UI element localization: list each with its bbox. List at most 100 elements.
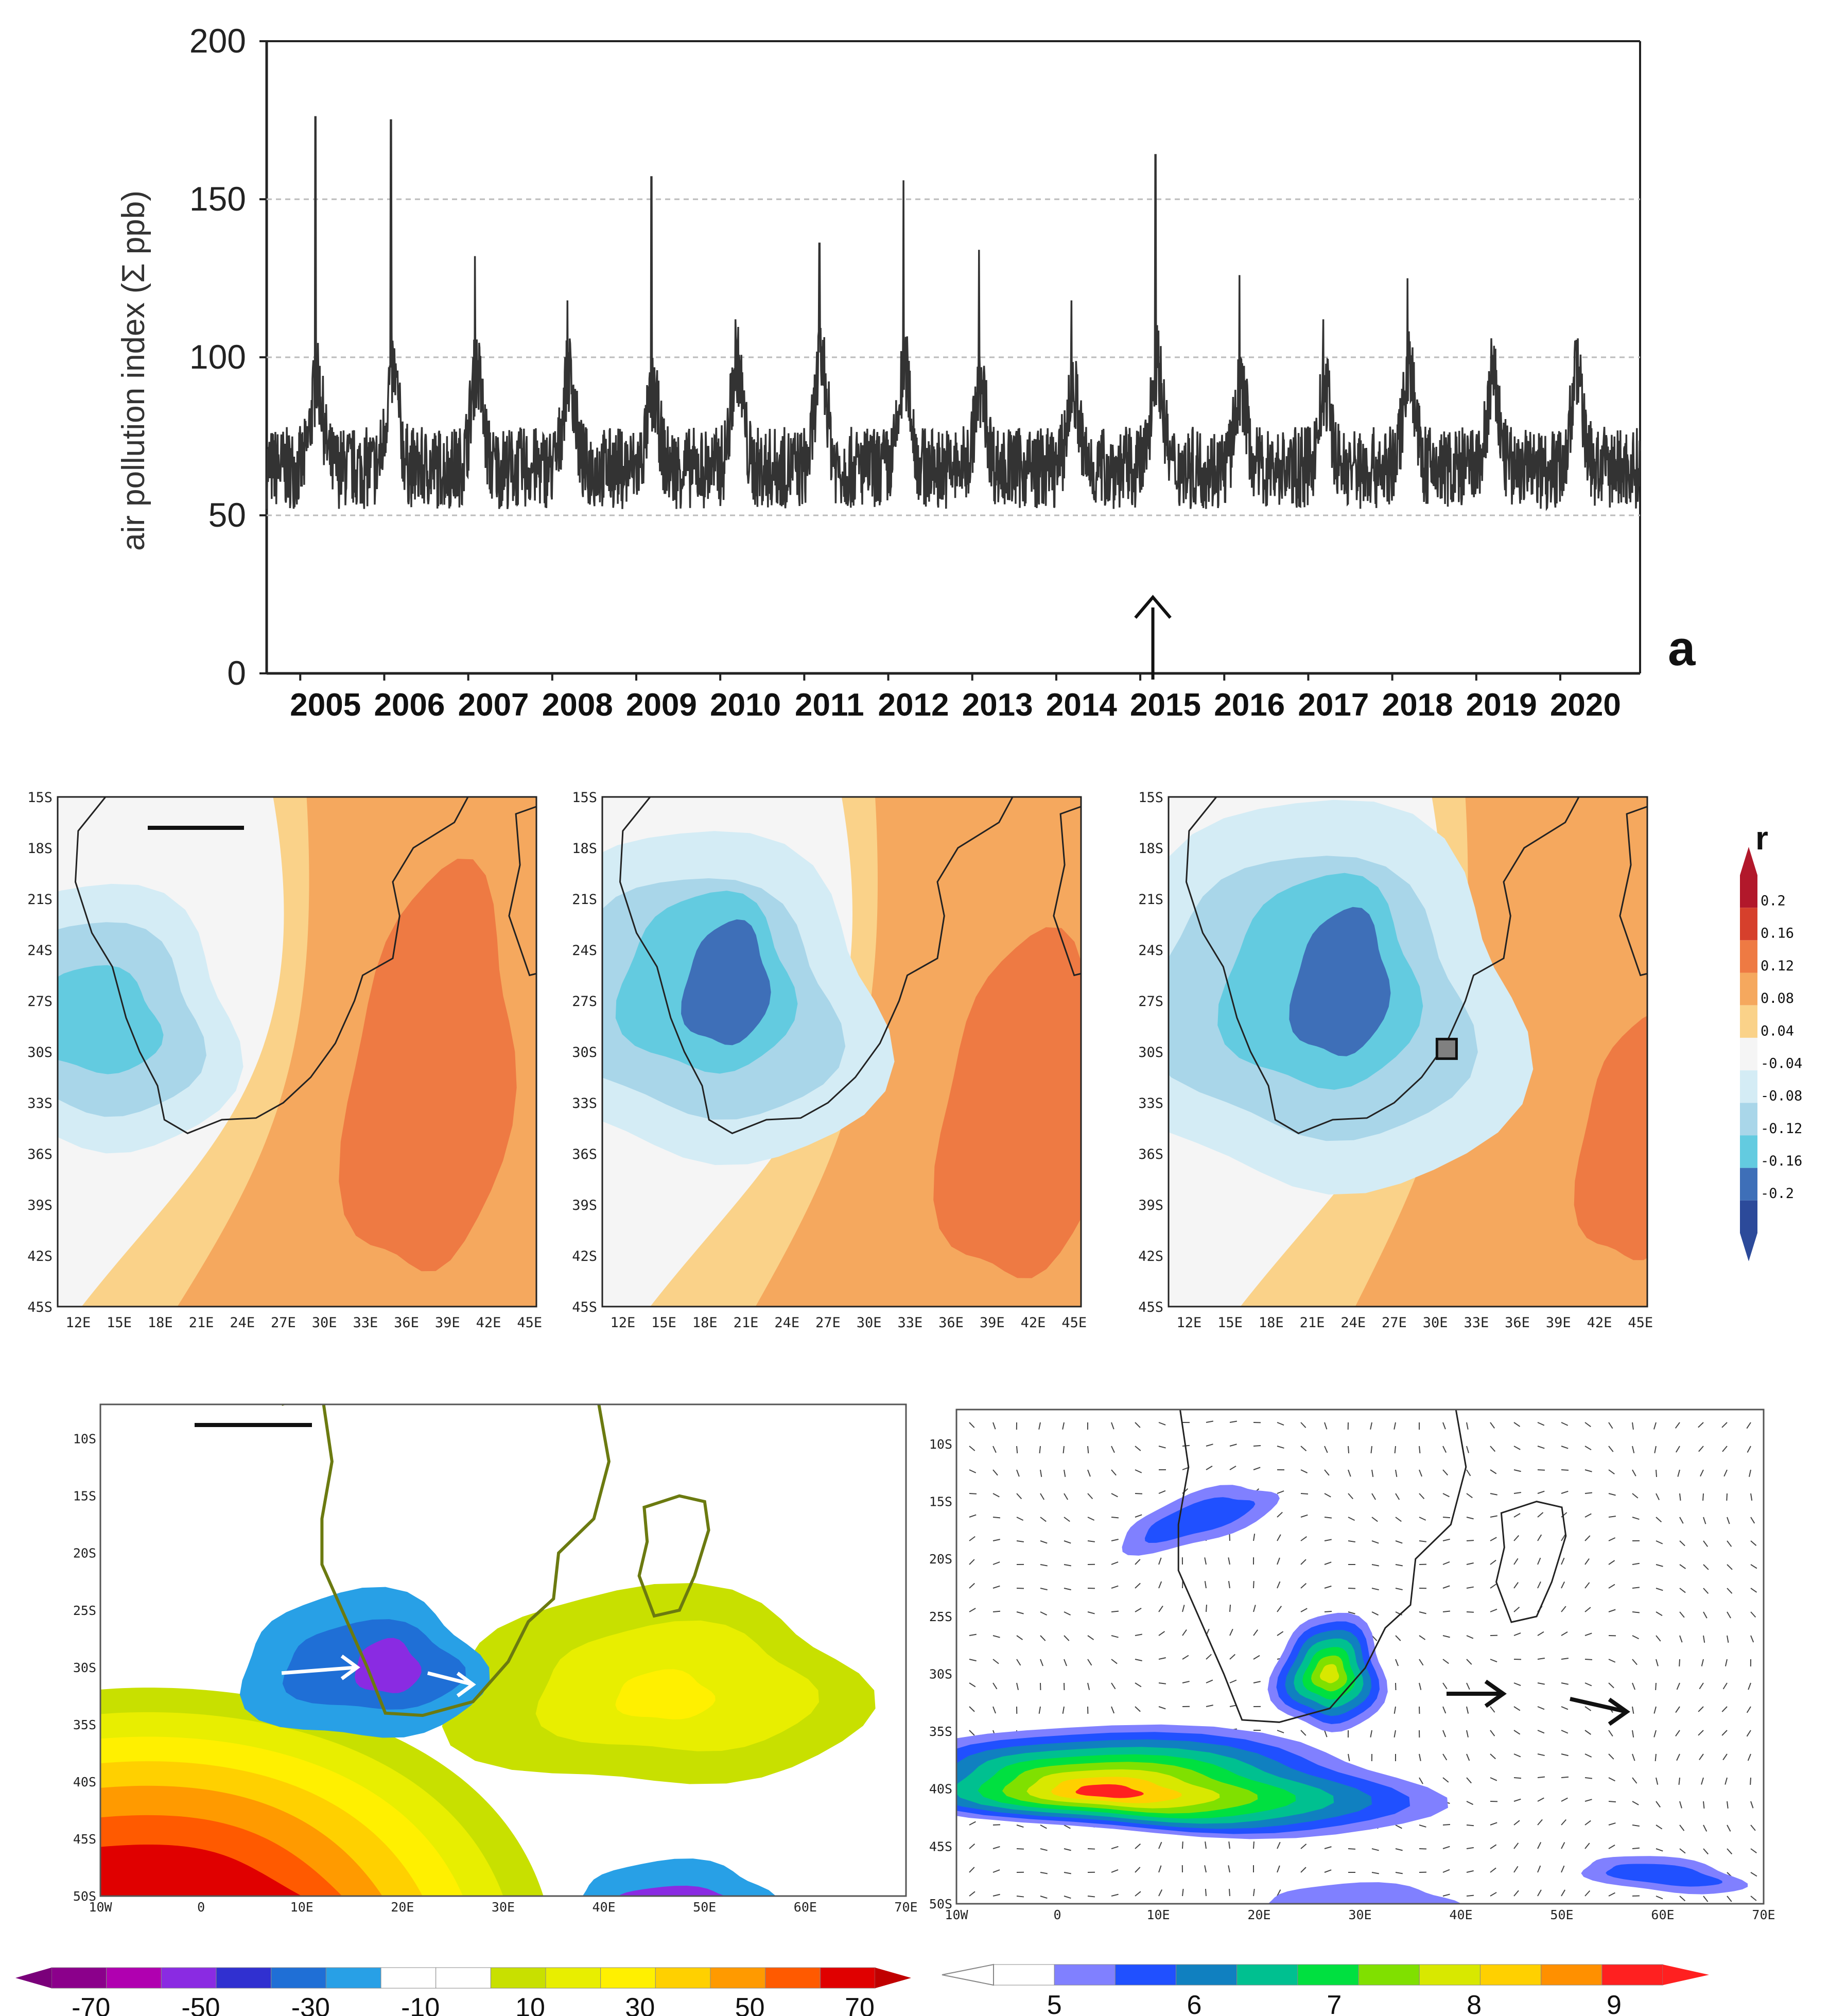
lat-tick-label: 45S [1138,1299,1163,1315]
wind-vector [1393,1422,1396,1430]
wind-vector [1748,1469,1751,1477]
wind-vector [1277,1581,1281,1589]
wind-vector [1087,1635,1094,1640]
wind-vector [1064,1896,1071,1899]
wind-vector [1395,1493,1400,1500]
wind-vector [1632,1659,1638,1665]
wind-vector [1182,1629,1187,1636]
lat-tick-label: 45S [27,1299,53,1315]
wind-vector [1419,1635,1426,1640]
colorbar-tick: -0.2 [1761,1186,1794,1202]
wind-vector [1040,1824,1047,1829]
colorbar-segment [1236,1964,1298,1986]
colorbar-segment [1740,908,1757,941]
wind-vector [1490,1892,1497,1897]
wind-vector [1253,1841,1255,1849]
wind-vector [1584,1607,1591,1612]
wind-vector [1608,1682,1614,1689]
colorbar-segment [1740,1200,1757,1233]
wind-vector [1703,1801,1705,1809]
wind-vector [1584,1513,1592,1518]
wind-vector [992,1824,1001,1826]
wind-vector [1111,1561,1119,1565]
lat-tick-label: 50S [929,1897,952,1911]
map-fields [58,797,536,1307]
wind-vector [1632,1847,1640,1849]
wind-vector [1135,1682,1142,1688]
wind-vector [1584,1890,1591,1897]
wind-vector [1040,1493,1045,1500]
wind-vector [1653,1706,1657,1714]
wind-vector [1016,1824,1024,1828]
wind-vector [1513,1866,1519,1873]
wind-vector [1703,1517,1706,1524]
lon-tick-label: 18E [1259,1315,1284,1331]
colorbar-segment [216,1967,272,1989]
wind-vector [1608,1730,1613,1737]
wind-vector [1608,1422,1613,1429]
wind-vector [1466,1540,1474,1541]
wind-vector [1721,1730,1728,1736]
colorbar-segment [1740,1005,1757,1038]
wind-vector [1277,1606,1282,1612]
wind-vector [1442,1730,1447,1737]
wind-vector [1727,1564,1733,1570]
wind-vector [1466,1659,1472,1665]
wind-vector [1442,1659,1449,1664]
wind-vector [1537,1631,1544,1636]
wind-vector [1228,1841,1230,1849]
wind-vector [1419,1753,1421,1761]
colorbar-right-arrow [1663,1965,1709,1985]
wind-vector [1253,1655,1260,1660]
wind-vector [1135,1843,1141,1849]
wind-vector [1537,1706,1545,1710]
wind-vector [1158,1490,1166,1494]
wind-vector [1656,1540,1663,1544]
wind-vector [1703,1611,1708,1619]
wind-vector [1679,1896,1686,1902]
lat-tick-label: 15S [1138,790,1163,806]
wind-vector [1608,1659,1616,1663]
wind-vector [1675,1706,1680,1713]
colorbar-segment [1740,875,1757,908]
lat-tick-label: 27S [572,994,597,1010]
wind-vector [1158,1557,1162,1565]
wind-vector [1750,1824,1756,1831]
lon-tick-label: 21E [1300,1315,1325,1331]
wind-vector [1750,1540,1757,1546]
x-tick-label: 2009 [626,687,697,723]
wind-vector [1746,1706,1751,1713]
wind-vector [1111,1893,1119,1897]
map-fields [1169,797,1647,1307]
x-tick-label: 2020 [1550,687,1621,723]
wind-vector [1324,1730,1328,1737]
wind-vector [1656,1635,1661,1642]
wind-vector [1016,1682,1019,1690]
wind-vector [1206,1465,1213,1470]
lat-tick-label: 20S [929,1552,952,1567]
slp-map-panel-c: 15S 18S 21S 24S 27S 30S 33S 36S 39S 42S 45S 12E 15E 1… [572,790,1087,1331]
wind-vector [1656,1517,1662,1523]
wind-vector [1111,1585,1119,1589]
slp-map-panel-d: 15S 18S 21S 24S 27S 30S 33S 36S 39S 42S 45S 12E 15E 1… [1138,790,1653,1331]
y-tick-label: 150 [189,180,246,218]
wind-vector [969,1608,976,1612]
wind-vector [1111,1610,1119,1612]
wind-vector [1701,1777,1704,1785]
colorbar-segment [710,1967,766,1989]
colorbar-right-arrow [875,1968,911,1988]
slp-map-panel-b: 15S 18S 21S 24S 27S 30S 33S 36S 39S 42S 45S 12E 15E 1… [27,790,542,1331]
wind-vector [1111,1517,1119,1519]
lat-tick-label: 40S [73,1775,96,1789]
wind-vector [1228,1557,1230,1565]
wind-vector [1537,1842,1542,1849]
wind-vector [1537,1657,1545,1660]
coastline [619,797,1014,1135]
colorbar-tick: 70 [845,1993,875,2016]
wind-vector [1676,1446,1680,1453]
wind-vector [1395,1469,1398,1477]
positive-contour-0.12 [933,927,1081,1278]
wind-vector [1064,1564,1071,1567]
wind-vector [1348,1446,1350,1454]
